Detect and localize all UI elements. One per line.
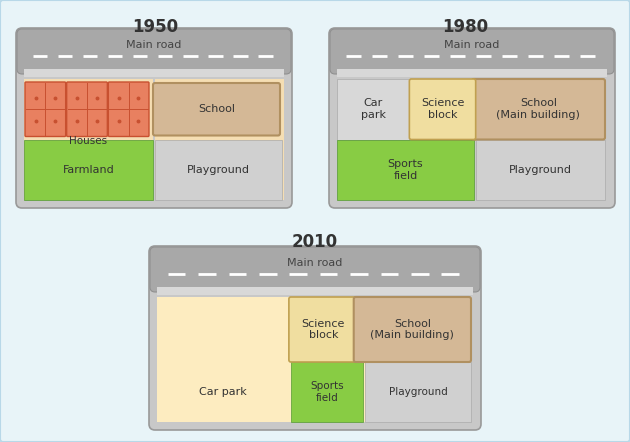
Bar: [157, 297, 471, 422]
FancyBboxPatch shape: [472, 79, 605, 140]
Bar: [476, 140, 605, 200]
Bar: [24, 69, 284, 77]
Bar: [24, 79, 153, 200]
Bar: [337, 79, 410, 140]
FancyBboxPatch shape: [329, 28, 615, 208]
Bar: [24, 79, 153, 140]
FancyBboxPatch shape: [289, 297, 358, 362]
Text: School
(Main building): School (Main building): [496, 99, 580, 120]
FancyBboxPatch shape: [17, 29, 291, 74]
Text: Playground: Playground: [187, 165, 250, 175]
Text: Playground: Playground: [389, 387, 447, 397]
FancyBboxPatch shape: [25, 82, 66, 137]
Bar: [337, 140, 474, 200]
Bar: [291, 362, 363, 422]
Text: Main road: Main road: [126, 40, 181, 50]
FancyBboxPatch shape: [410, 79, 476, 140]
Text: Science
block: Science block: [421, 99, 464, 120]
Text: Main road: Main road: [444, 40, 500, 50]
Text: 2010: 2010: [292, 233, 338, 251]
Text: Science
block: Science block: [302, 319, 345, 340]
Bar: [155, 140, 282, 200]
Text: 1950: 1950: [132, 18, 178, 36]
FancyBboxPatch shape: [353, 297, 471, 362]
FancyBboxPatch shape: [67, 82, 107, 137]
Bar: [365, 362, 471, 422]
FancyBboxPatch shape: [16, 28, 292, 208]
FancyBboxPatch shape: [330, 29, 614, 74]
FancyBboxPatch shape: [153, 83, 280, 136]
Text: Car
park: Car park: [361, 99, 386, 120]
Text: Farmland: Farmland: [62, 165, 115, 175]
Bar: [24, 140, 153, 200]
Bar: [337, 69, 607, 77]
Text: Sports
field: Sports field: [387, 159, 423, 180]
FancyBboxPatch shape: [149, 246, 481, 430]
Text: Car park: Car park: [199, 387, 247, 397]
Bar: [411, 79, 476, 140]
Text: Playground: Playground: [509, 165, 572, 175]
Bar: [155, 79, 282, 140]
FancyBboxPatch shape: [108, 82, 149, 137]
Bar: [155, 79, 284, 200]
Text: Houses: Houses: [69, 137, 108, 146]
Text: School
(Main building): School (Main building): [370, 319, 454, 340]
Bar: [157, 287, 473, 295]
Text: Main road: Main road: [287, 258, 343, 268]
FancyBboxPatch shape: [150, 247, 480, 292]
Text: Sports
field: Sports field: [310, 381, 344, 403]
Text: School: School: [198, 104, 235, 114]
Text: 1980: 1980: [442, 18, 488, 36]
